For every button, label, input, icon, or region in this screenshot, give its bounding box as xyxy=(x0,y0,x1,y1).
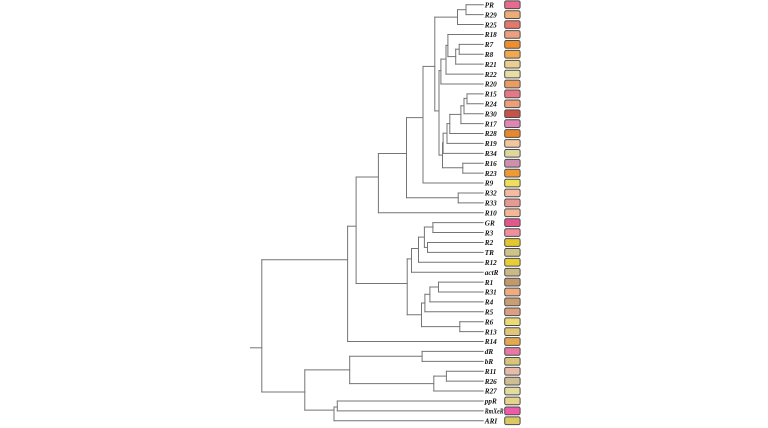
svg-text:R17: R17 xyxy=(484,120,497,128)
svg-text:R32: R32 xyxy=(484,190,497,198)
svg-text:R16: R16 xyxy=(484,160,497,168)
svg-text:R20: R20 xyxy=(484,81,497,89)
svg-text:R21: R21 xyxy=(484,61,497,69)
svg-text:ARI: ARI xyxy=(484,417,498,425)
svg-text:GR: GR xyxy=(485,219,495,227)
svg-text:R28: R28 xyxy=(484,130,497,138)
svg-text:R29: R29 xyxy=(484,11,497,19)
svg-text:R18: R18 xyxy=(484,31,497,39)
svg-text:R33: R33 xyxy=(484,200,497,208)
svg-text:PR: PR xyxy=(485,1,494,9)
svg-text:ppR: ppR xyxy=(484,398,497,406)
svg-text:R22: R22 xyxy=(484,71,497,79)
svg-text:dR: dR xyxy=(485,348,494,356)
svg-text:R7: R7 xyxy=(484,41,494,49)
svg-text:R23: R23 xyxy=(484,170,497,178)
svg-text:TR: TR xyxy=(485,249,494,257)
svg-text:R13: R13 xyxy=(484,328,497,336)
svg-text:R6: R6 xyxy=(484,318,494,326)
svg-text:R11: R11 xyxy=(484,368,497,376)
svg-text:R15: R15 xyxy=(484,91,497,99)
svg-text:actR: actR xyxy=(485,269,499,277)
svg-text:R12: R12 xyxy=(484,259,497,267)
svg-text:R2: R2 xyxy=(484,239,494,247)
svg-text:R4: R4 xyxy=(484,299,494,307)
svg-text:bR: bR xyxy=(485,358,494,366)
svg-text:R5: R5 xyxy=(484,309,494,317)
svg-text:R27: R27 xyxy=(484,388,497,396)
svg-text:R19: R19 xyxy=(484,140,497,148)
svg-text:R3: R3 xyxy=(484,229,494,237)
svg-text:R24: R24 xyxy=(484,101,497,109)
svg-text:R25: R25 xyxy=(484,21,497,29)
svg-text:R1: R1 xyxy=(484,279,493,287)
svg-text:R9: R9 xyxy=(484,180,494,188)
svg-text:R30: R30 xyxy=(484,110,497,118)
svg-text:R26: R26 xyxy=(484,378,497,386)
svg-text:R31: R31 xyxy=(484,289,497,297)
svg-text:R14: R14 xyxy=(484,338,497,346)
svg-text:R10: R10 xyxy=(484,209,497,217)
svg-text:R8: R8 xyxy=(484,51,494,59)
svg-text:R34: R34 xyxy=(484,150,497,158)
svg-text:RmXeR: RmXeR xyxy=(484,408,504,416)
